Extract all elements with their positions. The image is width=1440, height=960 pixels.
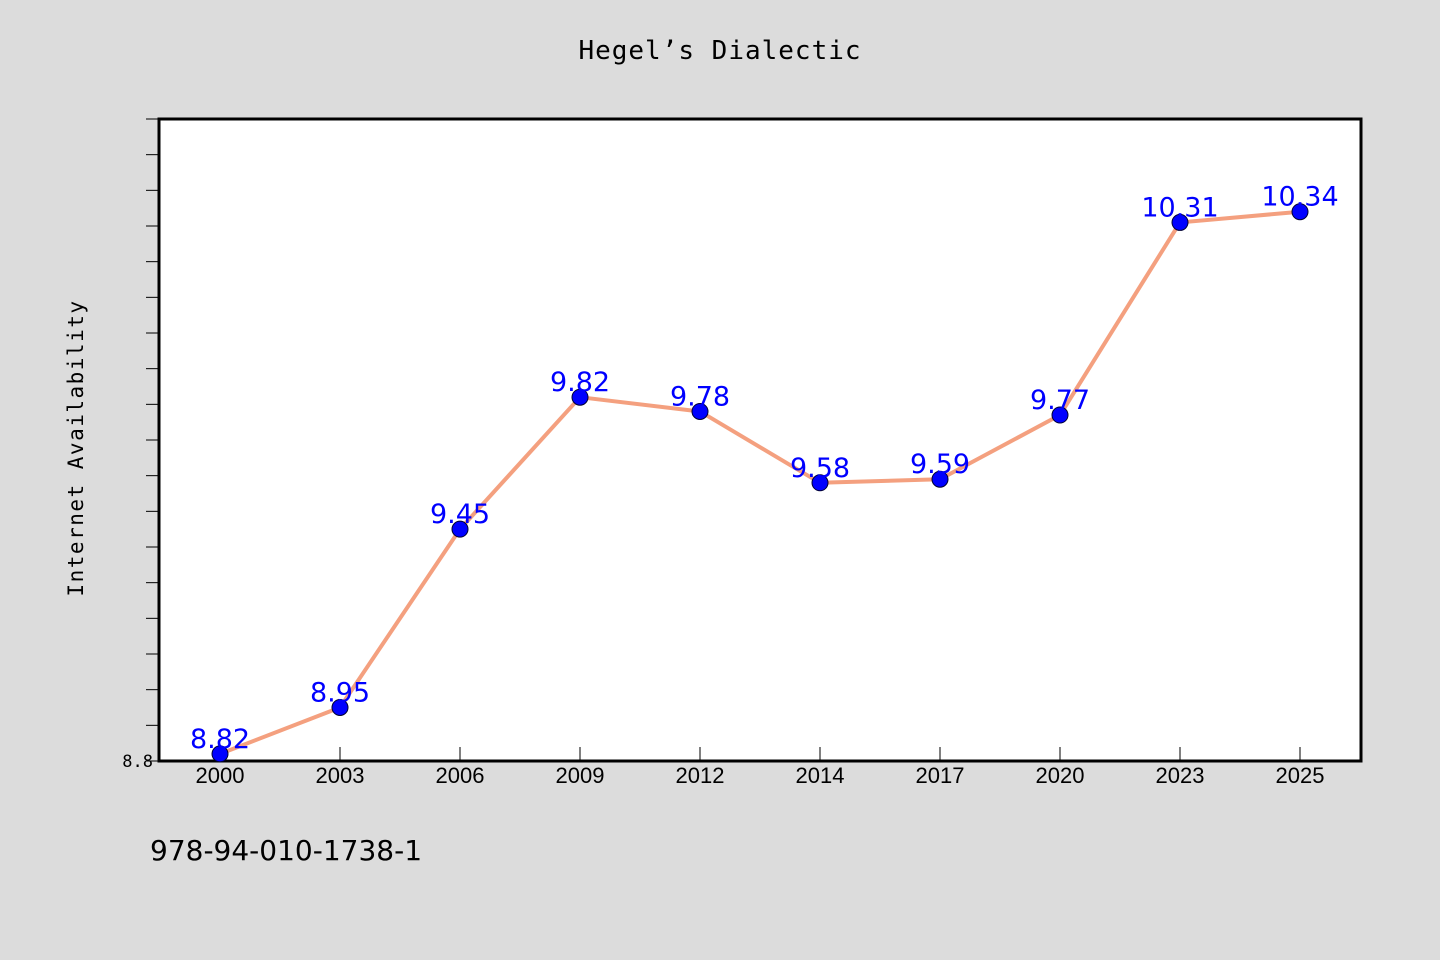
x-tick-label: 2025 [1276,763,1325,788]
x-axis-ticks: 2000 2003 2006 2009 2012 2014 2017 2020 2023 2025 [196,747,1325,788]
data-label: 10.31 [1141,192,1218,223]
y-axis-ticks: 8.8 [122,118,159,772]
data-point [1171,213,1189,231]
data-point [211,745,229,763]
data-label: 8.95 [310,678,370,709]
data-point [811,474,829,492]
data-point [1051,406,1069,424]
x-tick-label: 2017 [916,763,965,788]
data-point [331,699,349,716]
series-layer: 8.82 8.95 9.45 9.82 9.78 9.58 9.59 9.77 10.31 10.… [190,182,1339,763]
data-label: 9.58 [790,453,850,484]
x-tick-label: 2003 [316,763,365,788]
data-label: 9.82 [550,367,610,398]
plot-area [157,117,1363,763]
data-label: 9.78 [670,381,730,412]
isbn-text: 978-94-010-1738-1 [150,834,423,867]
data-label: 9.45 [430,499,490,530]
y-axis-label: Internet Availability [64,299,88,597]
data-point [451,520,469,538]
x-tick-label: 2006 [436,763,485,788]
y-tick-label: 8.8 [122,752,153,772]
x-tick-label: 2014 [796,763,845,788]
data-point [691,402,709,420]
data-label: 10.34 [1261,182,1338,213]
data-point [1291,203,1309,221]
x-tick-label: 2012 [676,763,725,788]
data-label: 8.82 [190,724,250,755]
series-line [218,209,1302,756]
data-point [571,388,589,406]
data-point [931,470,949,488]
x-tick-label: 2000 [196,763,245,788]
data-label: 9.77 [1030,385,1090,416]
x-tick-label: 2023 [1156,763,1205,788]
data-label: 9.59 [910,449,970,480]
x-tick-label: 2020 [1036,763,1085,788]
x-tick-label: 2009 [556,763,605,788]
chart-title: Hegel’s Dialectic [578,36,862,66]
